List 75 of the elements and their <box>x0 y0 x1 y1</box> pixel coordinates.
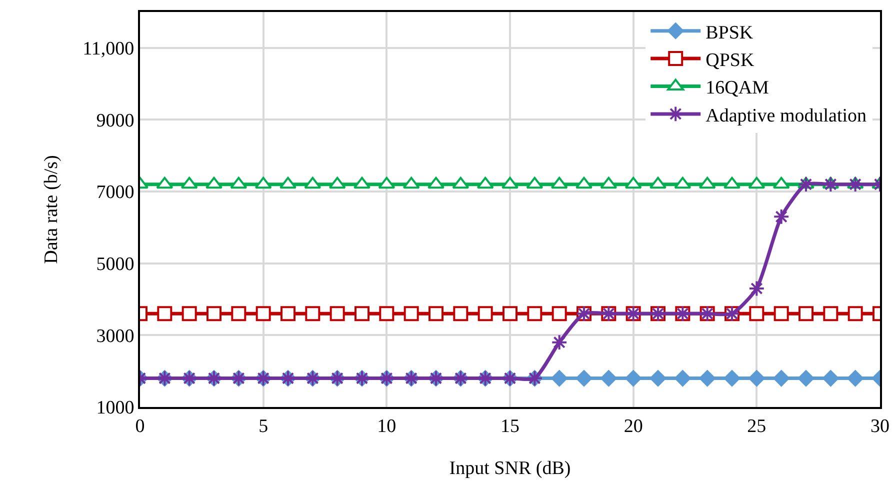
point <box>453 306 468 322</box>
point <box>328 176 346 189</box>
point <box>748 176 766 189</box>
point <box>305 306 320 322</box>
point <box>848 306 863 322</box>
y-tick-label: 7000 <box>96 182 134 204</box>
point <box>600 176 618 189</box>
point <box>847 370 864 386</box>
point <box>798 306 814 322</box>
point <box>822 370 839 386</box>
y-tick-label: 11,000 <box>82 38 134 60</box>
x-axis-title: Input SNR (dB) <box>449 458 571 480</box>
y-tick-label: 1000 <box>96 398 134 419</box>
point <box>254 176 272 189</box>
point <box>156 176 174 189</box>
y-tick-label: 9000 <box>96 110 134 132</box>
point <box>551 334 568 351</box>
point <box>699 370 716 386</box>
point <box>527 306 542 322</box>
point <box>748 370 765 386</box>
point <box>773 208 790 225</box>
point <box>772 176 790 189</box>
point <box>552 306 567 322</box>
y-tick-label: 5000 <box>96 254 134 276</box>
point <box>378 176 396 189</box>
legend-label: QPSK <box>706 50 754 71</box>
point <box>206 306 222 322</box>
point <box>256 306 271 322</box>
point <box>404 306 419 322</box>
point <box>749 306 764 322</box>
point <box>182 306 197 322</box>
point <box>551 370 568 386</box>
point <box>402 176 420 189</box>
point <box>280 306 296 322</box>
point <box>478 306 493 322</box>
x-tick-label: 5 <box>258 416 268 437</box>
point <box>550 176 568 189</box>
point <box>180 176 198 189</box>
legend-label: BPSK <box>706 22 754 44</box>
point <box>823 306 838 322</box>
point <box>674 370 691 386</box>
point <box>157 306 172 322</box>
x-tick-label: 15 <box>500 416 520 437</box>
point <box>304 176 322 189</box>
legend-label: Adaptive modulation <box>706 105 868 126</box>
point <box>576 370 592 386</box>
point <box>330 306 345 322</box>
point <box>674 176 692 189</box>
point <box>624 176 642 189</box>
point <box>773 370 790 386</box>
x-tick-label: 20 <box>624 416 643 437</box>
x-tick-label: 25 <box>747 416 766 437</box>
point <box>354 306 370 322</box>
point <box>625 370 642 386</box>
point <box>600 370 617 386</box>
point <box>230 176 248 189</box>
point <box>502 306 518 322</box>
point <box>748 280 765 297</box>
point <box>526 176 544 189</box>
point <box>476 176 494 189</box>
point <box>428 306 444 322</box>
point <box>774 306 789 322</box>
y-axis-title: Data rate (b/s) <box>41 155 62 264</box>
y-tick-label: 3000 <box>96 326 134 347</box>
x-tick-label: 0 <box>135 416 145 437</box>
x-tick-label: 10 <box>377 416 396 437</box>
point <box>379 306 394 322</box>
point <box>231 306 246 322</box>
point <box>724 370 740 386</box>
point <box>452 176 470 189</box>
x-tick-label: 30 <box>870 416 890 437</box>
point <box>798 370 814 386</box>
legend-label: 16QAM <box>706 78 770 99</box>
point <box>698 176 716 189</box>
point <box>650 370 666 386</box>
